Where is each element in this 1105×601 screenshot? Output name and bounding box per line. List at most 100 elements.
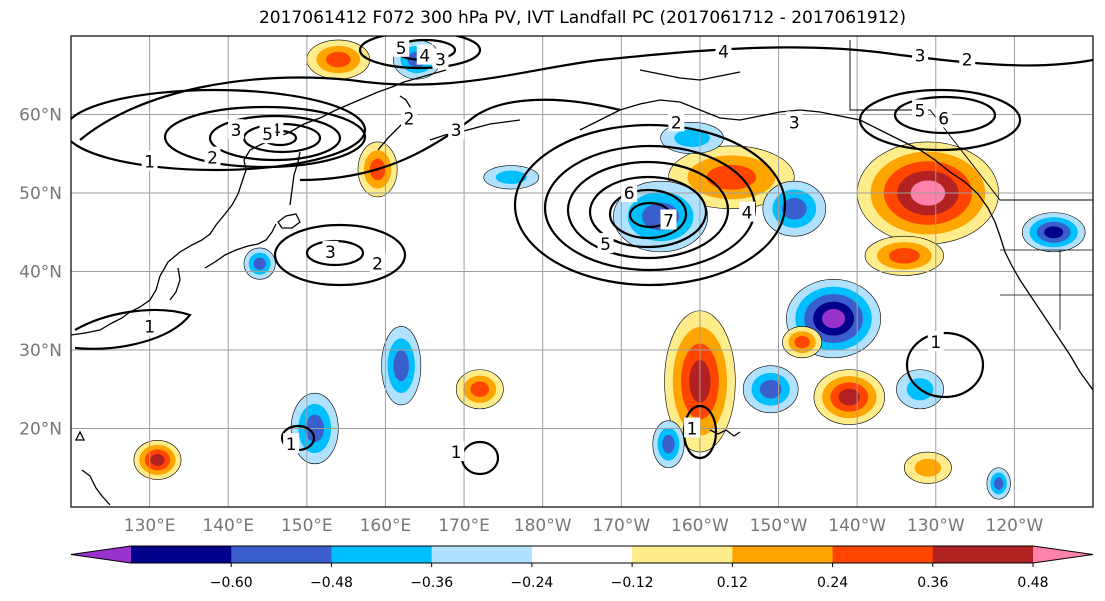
colorbar-tick-label-2: −0.36	[410, 575, 453, 591]
pv-anomaly-18-level-2	[662, 434, 675, 454]
contour-north-band-1	[79, 46, 1093, 141]
contour-small-1	[905, 331, 985, 399]
coastlines	[71, 40, 1093, 506]
contour-label-bg-3	[448, 441, 465, 462]
contour-central-4	[588, 175, 708, 249]
colorbar-outline	[70, 545, 1094, 564]
lon-tick-label-7: 160°W	[671, 516, 729, 536]
contour-label-19: 2	[404, 109, 415, 129]
contour-label-bg-12	[621, 182, 638, 202]
contour-label-26: 3	[435, 51, 446, 71]
pv-anomaly-17-level-1	[674, 129, 710, 147]
colorbar	[70, 545, 1094, 564]
lon-tick-label-0: 130°E	[124, 516, 176, 536]
pv-anomaly-13-level-2	[325, 51, 351, 68]
contour-west-3	[208, 114, 342, 162]
contour-label-bg-25	[416, 44, 433, 65]
colorbar-segment-6	[732, 546, 834, 563]
colorbar-segment-8	[932, 546, 1034, 563]
lon-tick-label-1: 140°E	[202, 516, 254, 536]
contour-label-bg-18	[448, 119, 465, 140]
contour-label-6: 2	[207, 149, 218, 169]
lon-tick-label-5: 180°W	[514, 516, 572, 536]
colorbar-tick-label-4: −0.12	[611, 575, 654, 591]
pv-anomaly-23-level-2	[994, 477, 1004, 490]
contour-label-bg-6	[204, 146, 221, 167]
pv-anomaly-0-level-4	[821, 308, 846, 329]
lon-tick-label-2: 150°E	[281, 516, 333, 536]
pv-anomaly-24-level-2	[794, 335, 810, 349]
contour-label-bg-24	[935, 107, 952, 128]
contour-label-22: 2	[962, 51, 973, 71]
lat-tick-label-1: 30°N	[19, 341, 62, 361]
contour-label-15: 7	[663, 211, 674, 231]
contour-label-bg-11	[322, 240, 339, 261]
contour-label-bg-23	[912, 99, 929, 120]
contour-label-1: 1	[930, 333, 941, 353]
pv-anomaly-16-level-3	[1044, 226, 1064, 239]
contour-label-18: 3	[451, 121, 462, 141]
colorbar-labels: −0.60 −0.48 −0.36 −0.24 −0.12 0.12 0.24 0.36 0.4…	[210, 563, 1049, 591]
contour-ne-2	[893, 95, 997, 135]
map-frame	[70, 35, 1094, 508]
contour-label-bg-22	[959, 48, 976, 69]
contour-label-bg-20	[715, 40, 732, 61]
contour-label-bg-13	[597, 233, 614, 254]
contour-ne-3	[358, 36, 482, 70]
coastline-taiwan	[74, 430, 86, 441]
colorbar-tick-label-0: −0.60	[210, 575, 253, 591]
contour-label-bg-2	[283, 433, 300, 454]
contour-label-bg-9	[259, 123, 276, 144]
pv-anomaly-19-level-1	[495, 170, 527, 184]
contour-label-27: 5	[396, 39, 407, 59]
contour-west-2	[163, 105, 367, 169]
pv-anomaly-10-level-2	[393, 350, 409, 382]
coastline-asia	[71, 69, 447, 336]
contour-label-bg-27	[393, 36, 410, 57]
colorbar-segment-5	[632, 546, 733, 563]
contour-label-4: 1	[687, 420, 698, 440]
contour-labels: 1111112345236547233243256435	[141, 36, 976, 463]
lon-tick-label-10: 130°W	[907, 516, 965, 536]
lat-tick-label-0: 20°N	[19, 420, 62, 440]
ivt-contours	[71, 36, 1093, 476]
pv-anomaly-15-level-2	[470, 381, 490, 397]
colorbar-segment-2	[331, 546, 433, 563]
contour-label-bg-10	[369, 252, 386, 273]
pv-anomaly-7-level-2	[781, 197, 807, 220]
contour-label-21: 3	[915, 47, 926, 67]
coastline-japan	[204, 223, 277, 269]
contour-label-13: 5	[600, 235, 611, 255]
colorbar-segment-4	[531, 546, 633, 563]
contour-label-25: 4	[419, 47, 430, 67]
contour-label-16: 2	[671, 113, 682, 133]
lon-tick-label-9: 140°W	[828, 516, 886, 536]
latitude-labels: 20°N 30°N 40°N 50°N 60°N	[19, 106, 62, 440]
contour-label-12: 6	[624, 184, 635, 204]
contour-label-bg-16	[668, 111, 685, 132]
pv-anomaly-8-level-2	[759, 379, 782, 399]
coastline-alaska	[579, 99, 861, 131]
colorbar-tick-label-8: 0.48	[1017, 575, 1048, 591]
contour-mid-1	[273, 223, 407, 287]
contour-central-1	[513, 123, 787, 287]
contour-label-2: 1	[286, 435, 297, 455]
pv-anomaly-20-level-2	[253, 257, 266, 270]
pv-anomaly-22-level-1	[914, 458, 942, 477]
contour-label-bg-5	[141, 150, 158, 171]
lat-tick-label-4: 60°N	[19, 106, 62, 126]
border-us-canada	[849, 40, 1093, 201]
coastline-north-america	[859, 119, 1093, 391]
coastline-korea	[169, 267, 181, 301]
colorbar-tick-label-6: 0.24	[817, 575, 848, 591]
colorbar-tick-label-3: −0.24	[510, 575, 553, 591]
contour-label-9: 5	[262, 125, 273, 145]
coastline-alaska-north	[639, 69, 741, 81]
contour-label-23: 5	[915, 102, 926, 122]
contour-label-bg-4	[684, 417, 701, 438]
longitude-labels: 130°E 140°E 150°E 160°E 170°E 180°W 170°W 160°W…	[124, 516, 1044, 536]
contour-label-3: 1	[451, 443, 462, 463]
pv-anomaly-3-level-3	[838, 388, 860, 406]
contour-west-1	[71, 88, 367, 172]
